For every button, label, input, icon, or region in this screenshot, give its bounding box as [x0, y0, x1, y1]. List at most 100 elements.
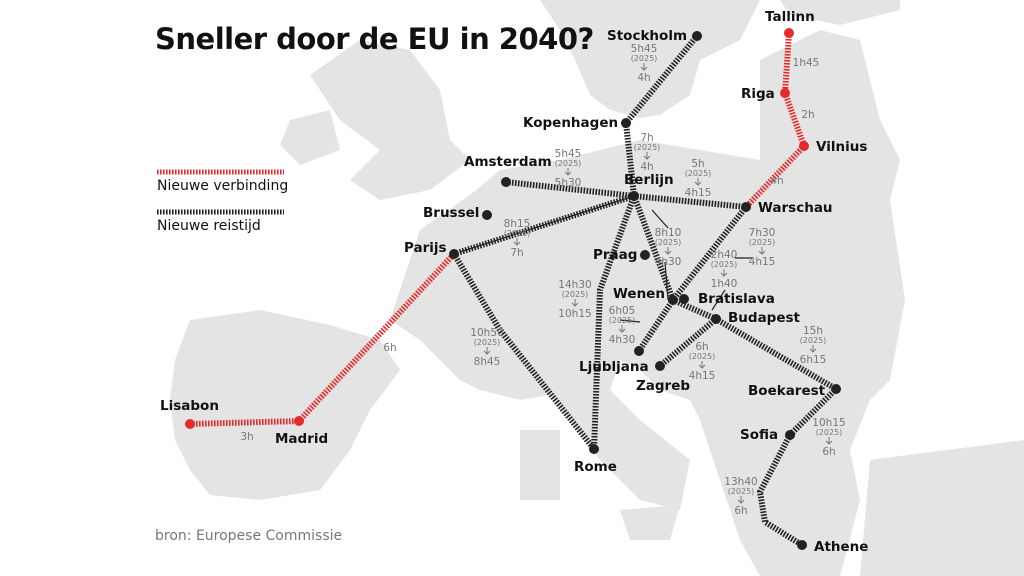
city-parijs: Parijs: [404, 240, 459, 259]
route-wenen-budapest: [671, 297, 718, 322]
city-brussel: Brussel: [423, 205, 492, 221]
new-time: 4h: [640, 161, 653, 173]
year-label: (2025): [816, 428, 843, 437]
city-label: Athene: [814, 539, 868, 555]
arrow-down-icon: [758, 247, 766, 255]
city-label: Stockholm: [607, 28, 687, 44]
new-connection-time: 4h: [770, 175, 783, 187]
route-budapest-zagreb: [658, 316, 718, 369]
new-time: 6h15: [800, 354, 827, 366]
city-label: Zagreb: [636, 378, 690, 394]
year-label: (2025): [634, 143, 661, 152]
year-label: (2025): [685, 169, 712, 178]
city-marker: [780, 88, 790, 98]
old-time: 10h50: [470, 327, 503, 339]
city-label: Berlijn: [624, 172, 674, 188]
year-label: (2025): [609, 316, 636, 325]
new-time: 1h40: [711, 278, 738, 290]
city-label: Kopenhagen: [523, 115, 618, 131]
old-time: 7h: [640, 132, 653, 144]
city-zagreb: Zagreb: [636, 361, 690, 394]
city-ljubljana: Ljubljana: [579, 346, 649, 375]
city-marker: [784, 28, 794, 38]
new-time: 10h15: [558, 308, 591, 320]
new-route-lisabon-madrid: [189, 418, 300, 427]
arrow-down-icon: [737, 496, 745, 504]
old-time: 6h05: [609, 305, 636, 317]
new-time: 8h45: [474, 356, 501, 368]
city-marker: [797, 540, 807, 550]
city-label: Riga: [741, 86, 775, 102]
travel-time-label: 7h(2025) 4h: [634, 132, 661, 173]
city-label: Brussel: [423, 205, 479, 221]
leader-line: [711, 289, 726, 311]
old-time: 5h: [691, 158, 704, 170]
arrow-down-icon: [643, 152, 651, 160]
year-label: (2025): [728, 487, 755, 496]
land-scandinavia: [540, 0, 760, 118]
city-rome: Rome: [574, 444, 617, 475]
travel-time-label: 5h45(2025) 5h30: [555, 148, 582, 189]
route-stockholm-kopenhagen: [623, 34, 700, 125]
new-time: 4h15: [689, 370, 716, 382]
new-route-vilnius-warschau: [743, 143, 807, 210]
arrow-down-icon: [640, 63, 648, 71]
city-praag: Praag: [593, 247, 650, 263]
new-route-riga-vilnius: [782, 91, 807, 148]
year-label: (2025): [474, 338, 501, 347]
arrow-down-icon: [618, 325, 626, 333]
new-connection-time: 1h45: [793, 57, 820, 69]
label-leader-lines: [459, 195, 752, 323]
city-marker: [621, 118, 631, 128]
city-riga: Riga: [741, 86, 790, 102]
travel-time-label: 10h15(2025) 6h: [812, 417, 845, 458]
travel-time-label: 7h30(2025) 4h15: [749, 227, 776, 268]
city-berlijn: Berlijn: [624, 172, 674, 201]
legend-swatches: [157, 169, 284, 215]
new-time: 4h30: [609, 334, 636, 346]
city-bratislava: Bratislava: [679, 291, 775, 307]
city-marker: [185, 419, 195, 429]
route-boekarest-sofia: [787, 386, 839, 438]
year-label: (2025): [655, 238, 682, 247]
new-time: 4h30: [655, 256, 682, 268]
city-warschau: Warschau: [741, 200, 833, 216]
year-label: (2025): [711, 260, 738, 269]
city-marker: [711, 314, 721, 324]
route-kopenhagen-berlijn: [623, 122, 637, 197]
land-iberia: [170, 310, 400, 500]
old-time: 10h15: [812, 417, 845, 429]
old-time: 5h45: [631, 43, 658, 55]
land-finland: [780, 0, 900, 25]
old-time: 6h: [695, 341, 708, 353]
city-marker: [589, 444, 599, 454]
city-marker: [501, 177, 511, 187]
city-label: Madrid: [275, 431, 328, 447]
new-route-tallinn-riga: [782, 32, 792, 94]
cities: Stockholm Kopenhagen Berlijn Amsterdam Bruss…: [160, 9, 868, 555]
new-time: 4h15: [685, 187, 712, 199]
city-wenen: Wenen: [613, 286, 678, 305]
arrow-down-icon: [513, 238, 521, 246]
city-label: Praag: [593, 247, 637, 263]
legend-label-new-time: Nieuwe reistijd: [157, 218, 261, 234]
land-masses: [170, 0, 1024, 576]
year-label: (2025): [800, 336, 827, 345]
year-label: (2025): [631, 54, 658, 63]
travel-time-labels: 5h45(2025)4h7h(2025)4h5h45(2025)5h305h(2…: [240, 43, 845, 517]
arrow-down-icon: [571, 299, 579, 307]
travel-time-label: 2h40(2025) 1h40: [711, 249, 738, 290]
route-budapest-boekarest: [714, 316, 838, 392]
city-lisabon: Lisabon: [160, 398, 219, 429]
new-route-madrid-parijs: [296, 251, 457, 424]
arrow-down-icon: [694, 178, 702, 186]
old-time: 8h10: [655, 227, 682, 239]
city-vilnius: Vilnius: [799, 139, 867, 155]
arrow-down-icon: [698, 361, 706, 369]
year-label: (2025): [749, 238, 776, 247]
new-time: 4h15: [749, 256, 776, 268]
city-label: Boekarest: [748, 383, 826, 399]
new-time: 6h: [734, 505, 747, 517]
new-connection-time: 3h: [240, 431, 253, 443]
